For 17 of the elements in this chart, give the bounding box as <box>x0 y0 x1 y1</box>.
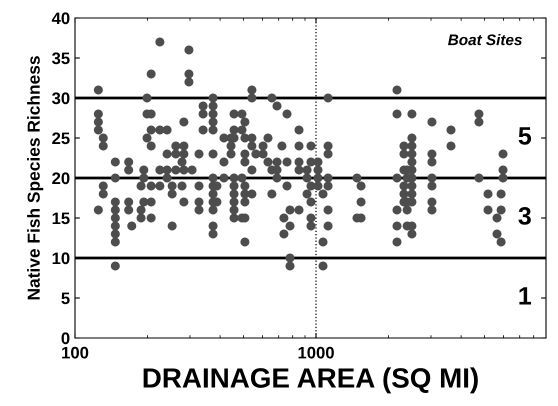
annotation: 3 <box>518 207 531 225</box>
annotation: 1 <box>519 287 532 304</box>
annotation: Boat Sites <box>448 34 522 46</box>
y-tick-label: 25 <box>52 132 70 144</box>
y-tick-label: 40 <box>52 12 70 24</box>
y-tick-label: 10 <box>52 252 70 264</box>
x-axis-title: DRAINAGE AREA (SQ MI) <box>144 367 478 394</box>
annotation: 5 <box>518 127 532 145</box>
y-tick-label: 0 <box>62 332 70 344</box>
x-tick-label: 100 <box>62 346 88 359</box>
x-tick-label: 1000 <box>298 346 334 359</box>
y-tick-label: 5 <box>61 292 70 304</box>
y-axis-title: Native Fish Species Richness <box>27 56 44 300</box>
y-tick-label: 30 <box>52 92 70 104</box>
y-tick-label: 35 <box>52 52 70 64</box>
y-tick-label: 20 <box>52 172 70 184</box>
y-tick-label: 15 <box>52 212 70 224</box>
